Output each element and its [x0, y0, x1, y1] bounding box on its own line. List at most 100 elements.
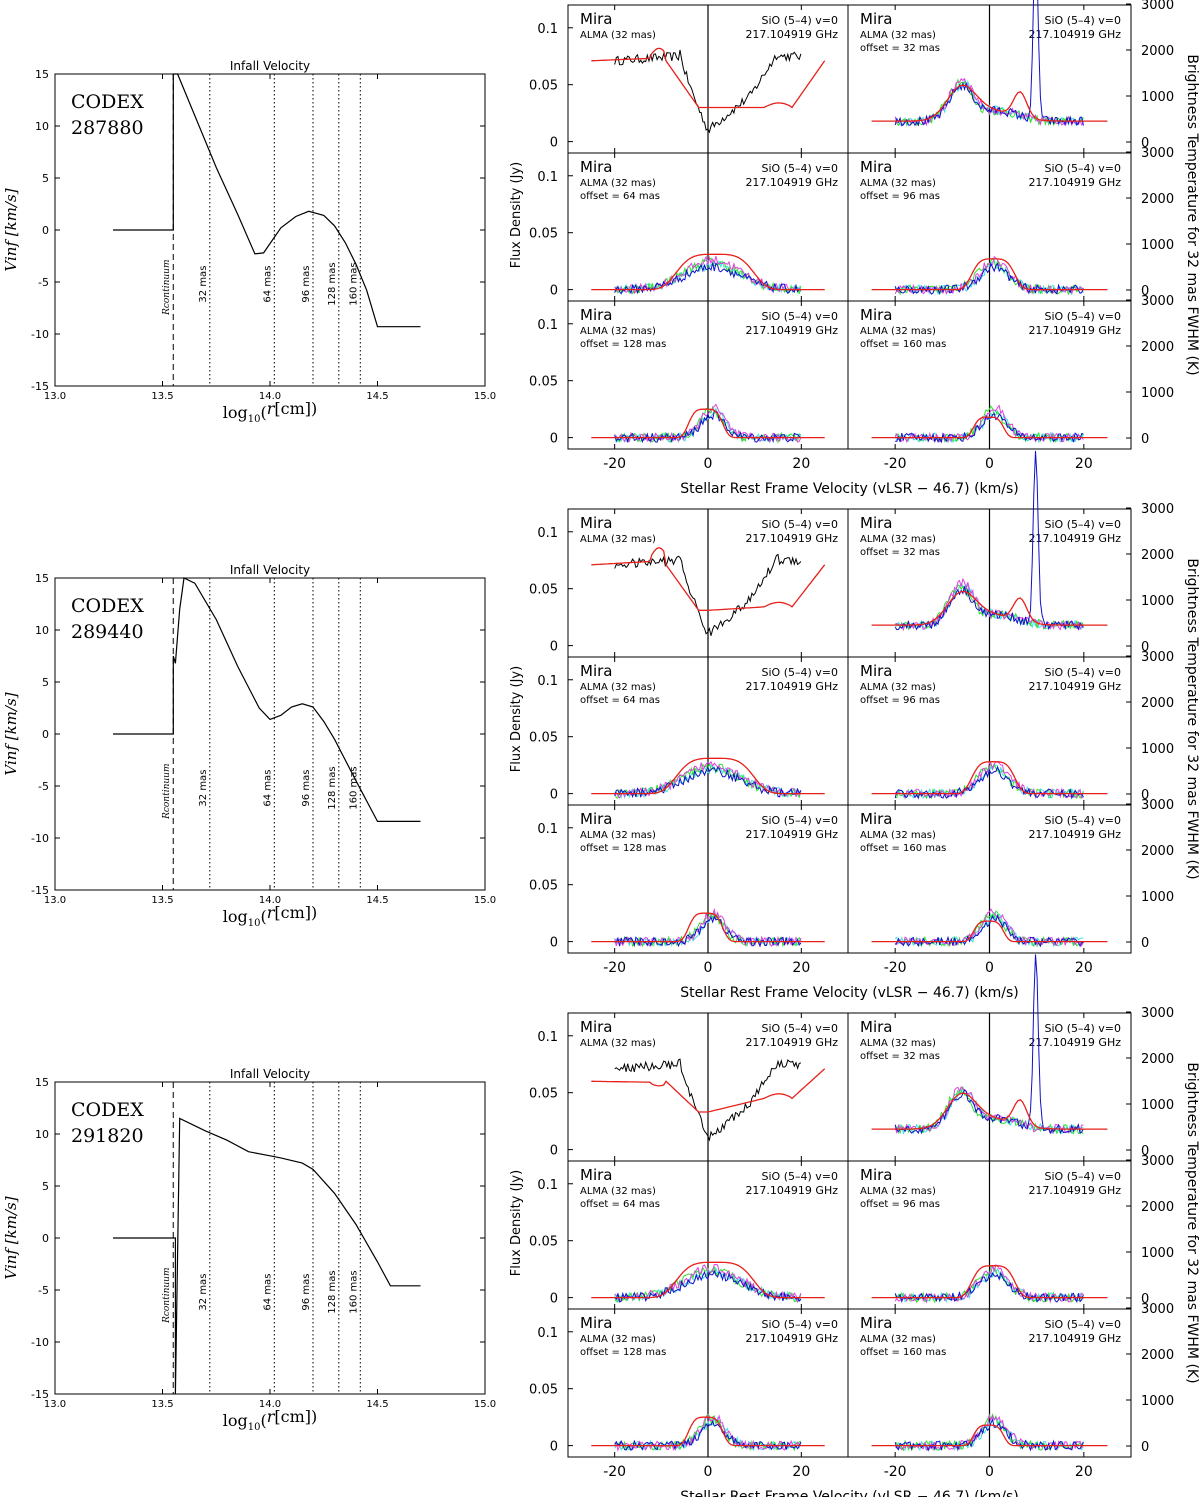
- panel-source: Mira: [580, 514, 612, 532]
- y-tick-label: 0.1: [537, 1326, 558, 1341]
- panel-offset: offset = 128 mas: [580, 1347, 666, 1358]
- x-tick-label: 0: [985, 960, 994, 976]
- panel-source: Mira: [860, 514, 892, 532]
- right-tick-label: 1000: [1141, 742, 1174, 757]
- infall-xlabel: log10(r[cm]): [223, 399, 318, 425]
- panel-offset: offset = 96 mas: [860, 1199, 940, 1210]
- panel-source: Mira: [860, 1314, 892, 1332]
- right-tick-label: 0: [1141, 788, 1149, 803]
- y-tick-label: 0.1: [537, 22, 558, 37]
- right-tick-label: 3000: [1141, 650, 1174, 665]
- blue-spectrum: [894, 765, 1084, 800]
- panel-source: Mira: [860, 10, 892, 28]
- cyan-spectrum: [614, 1416, 802, 1452]
- x-tick-label: -20: [603, 1464, 626, 1480]
- x-tick-label: 20: [1075, 1464, 1093, 1480]
- panel-line: SiO (5–4) v=0: [762, 1318, 839, 1331]
- y-tick-label: 0.05: [529, 227, 558, 242]
- y-tick-label: 0: [550, 1440, 558, 1455]
- observed-spectrum: [614, 553, 802, 636]
- panel-line: SiO (5–4) v=0: [1045, 162, 1122, 175]
- y-tick-label: -15: [31, 1388, 49, 1401]
- panel-offset: offset = 64 mas: [580, 1199, 660, 1210]
- x-tick-label: 15.0: [474, 1399, 496, 1410]
- magenta-spectrum: [614, 907, 802, 948]
- right-tick-label: 1000: [1141, 594, 1174, 609]
- cyan-spectrum: [614, 913, 802, 948]
- spectrum-panel: 0 1000 2000 3000 Mira ALMA (32 mas) offset = 3…: [847, 0, 1174, 154]
- panel-freq: 217.104919 GHz: [1028, 1036, 1121, 1049]
- model-spectrum: [871, 258, 1108, 291]
- y-tick-label: 0: [550, 1144, 558, 1159]
- model-spectrum: [871, 1092, 1108, 1130]
- y-tick-label: 15: [35, 1076, 49, 1089]
- panel-freq: 217.104919 GHz: [1028, 28, 1121, 41]
- x-tick-label: 20: [792, 1464, 810, 1480]
- offset-marker-label: 64 mas: [262, 1274, 273, 1311]
- y-tick-label: 0: [550, 936, 558, 951]
- spectra-right-ylabel: Brightness Temperature for 32 mas FWHM (…: [1184, 1062, 1200, 1383]
- panel-source: Mira: [580, 158, 612, 176]
- panel-freq: 217.104919 GHz: [745, 1332, 838, 1345]
- y-tick-label: 5: [42, 1180, 49, 1193]
- panel-line: SiO (5–4) v=0: [762, 310, 839, 323]
- spectra-ylabel: Flux Density (Jy): [509, 666, 524, 772]
- x-tick-label: 14.5: [366, 1399, 388, 1410]
- model-spectrum: [871, 416, 1108, 439]
- x-tick-label: 15.0: [474, 391, 496, 402]
- right-tick-label: 2000: [1141, 1052, 1174, 1067]
- blue-spectrum: [614, 262, 802, 295]
- right-tick-label: 1000: [1141, 1246, 1174, 1261]
- x-tick-label: 14.0: [259, 391, 281, 402]
- y-tick-label: -15: [31, 884, 49, 897]
- infall-xlabel: log10(r[cm]): [223, 1407, 318, 1433]
- right-tick-label: 2000: [1141, 340, 1174, 355]
- panel-source: Mira: [580, 306, 612, 324]
- panel-line: SiO (5–4) v=0: [1045, 666, 1122, 679]
- right-tick-label: 2000: [1141, 1200, 1174, 1215]
- y-tick-label: 0: [550, 284, 558, 299]
- model-spectrum: [871, 920, 1108, 943]
- blue-spectrum: [894, 1271, 1084, 1304]
- magenta-spectrum: [894, 907, 1084, 948]
- spectra-xlabel: Stellar Rest Frame Velocity (vLSR − 46.7…: [680, 481, 1019, 497]
- blue-spectrum: [614, 915, 802, 948]
- panel-offset: offset = 64 mas: [580, 695, 660, 706]
- model-spectrum: [591, 1416, 825, 1447]
- spectrum-panel: 0 1000 2000 3000 Mira ALMA (32 mas) offset = 3…: [847, 954, 1174, 1162]
- y-tick-label: -15: [31, 380, 49, 393]
- y-tick-label: 0.05: [529, 1087, 558, 1102]
- infall-velocity-curve: [113, 73, 421, 328]
- y-tick-label: 0.05: [529, 79, 558, 94]
- panel-beam: ALMA (32 mas): [580, 178, 656, 189]
- right-tick-label: 1000: [1141, 238, 1174, 253]
- panel-line: SiO (5–4) v=0: [762, 1170, 839, 1183]
- offset-marker-label: 32 mas: [198, 770, 209, 807]
- spectrum-panel: 0 1000 2000 3000 Mira ALMA (32 mas) offset = 1…: [847, 798, 1174, 976]
- spectrum-panel: 0 0.05 0.1 Mira ALMA (32 mas) offset = 64 mas…: [529, 152, 849, 302]
- x-tick-label: 13.0: [44, 391, 66, 402]
- panel-offset: offset = 32 mas: [860, 43, 940, 54]
- observed-spectrum: [614, 49, 802, 134]
- model-spectrum: [591, 1261, 825, 1299]
- y-tick-label: 0.1: [537, 318, 558, 333]
- model-spectrum: [591, 1068, 826, 1113]
- spectrum-panel: 0 1000 2000 3000 Mira ALMA (32 mas) offset = 9…: [847, 1154, 1174, 1310]
- blue-spectrum: [614, 1269, 802, 1303]
- panel-offset: offset = 32 mas: [860, 1051, 940, 1062]
- x-tick-label: 13.5: [151, 895, 173, 906]
- y-tick-label: 0: [42, 224, 49, 237]
- model-spectrum: [591, 253, 825, 291]
- right-tick-label: 2000: [1141, 192, 1174, 207]
- panel-line: SiO (5–4) v=0: [762, 814, 839, 827]
- right-tick-label: 0: [1141, 1292, 1149, 1307]
- cyan-spectrum: [894, 582, 1084, 631]
- magenta-spectrum: [895, 761, 1084, 800]
- x-tick-label: 0: [704, 456, 713, 472]
- model-spectrum: [871, 590, 1108, 626]
- model-id: 291820: [71, 1125, 144, 1147]
- panel-beam: ALMA (32 mas): [580, 326, 656, 337]
- infall-ylabel: Vinf [km/s]: [2, 692, 20, 775]
